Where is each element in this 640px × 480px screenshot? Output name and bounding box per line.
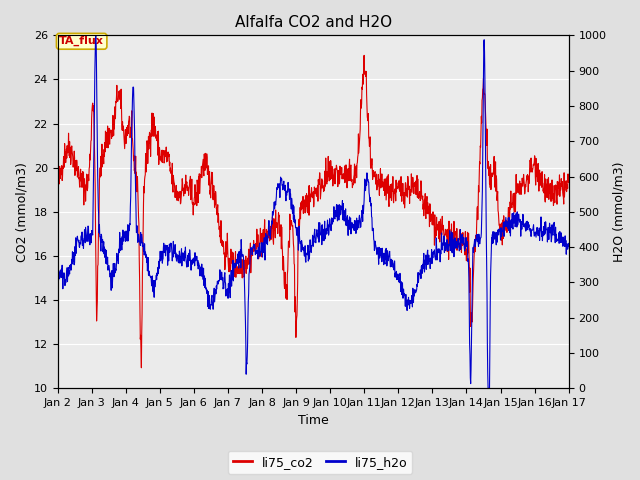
li75_h2o bbox=[505, 228, 513, 233]
li75_co2 bbox=[225, 269, 232, 275]
Text: TA_flux: TA_flux bbox=[60, 36, 104, 47]
li75_co2 bbox=[360, 52, 368, 58]
Line: li75_h2o: li75_h2o bbox=[58, 36, 569, 388]
Legend: li75_co2, li75_h2o: li75_co2, li75_h2o bbox=[228, 451, 412, 474]
li75_co2 bbox=[393, 180, 401, 186]
li75_h2o bbox=[460, 241, 467, 247]
li75_h2o bbox=[225, 290, 232, 296]
Title: Alfalfa CO2 and H2O: Alfalfa CO2 and H2O bbox=[235, 15, 392, 30]
Y-axis label: CO2 (mmol/m3): CO2 (mmol/m3) bbox=[15, 162, 28, 262]
li75_co2 bbox=[168, 168, 175, 174]
X-axis label: Time: Time bbox=[298, 414, 328, 427]
li75_h2o bbox=[156, 265, 163, 271]
li75_h2o bbox=[392, 268, 400, 274]
li75_co2 bbox=[460, 240, 467, 245]
li75_h2o bbox=[484, 385, 492, 391]
Y-axis label: H2O (mmol/m3): H2O (mmol/m3) bbox=[612, 162, 625, 262]
li75_co2 bbox=[156, 149, 163, 155]
Line: li75_co2: li75_co2 bbox=[58, 55, 569, 368]
li75_co2 bbox=[138, 365, 145, 371]
li75_h2o bbox=[565, 243, 573, 249]
li75_h2o bbox=[92, 33, 100, 38]
li75_h2o bbox=[168, 245, 175, 251]
li75_co2 bbox=[505, 204, 513, 210]
li75_h2o bbox=[54, 264, 61, 270]
li75_co2 bbox=[54, 183, 61, 189]
li75_co2 bbox=[565, 178, 573, 183]
